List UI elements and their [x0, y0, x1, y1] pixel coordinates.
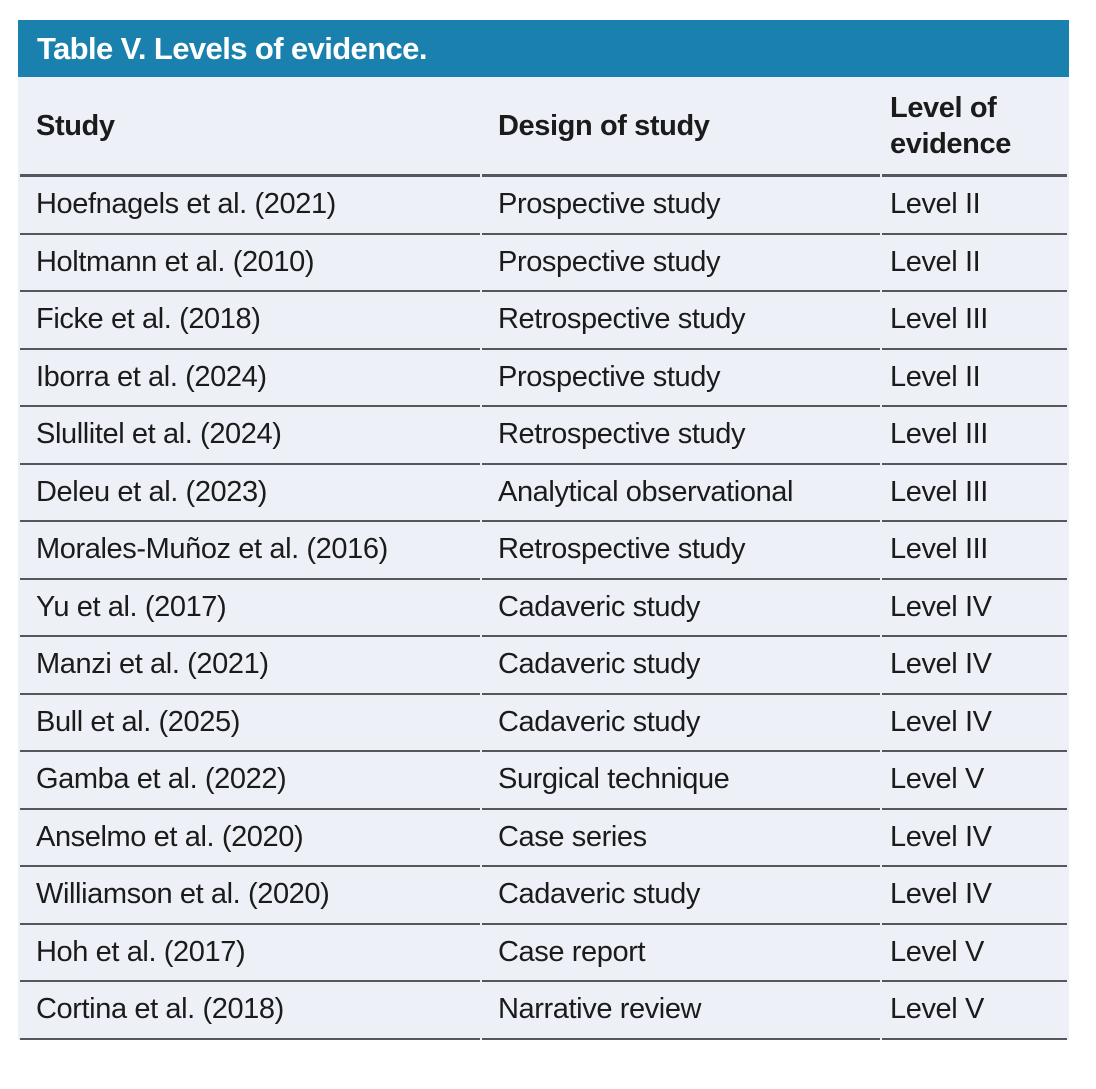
design-cell: Retrospective study — [482, 522, 880, 580]
design-cell: Retrospective study — [482, 407, 880, 465]
table-title: Table V. Levels of evidence. — [37, 30, 427, 66]
study-cell: Bull et al. (2025) — [20, 695, 480, 752]
study-cell: Iborra et al. (2024) — [20, 350, 480, 407]
evidence-table-figure: Table V. Levels of evidence. Study Desig… — [18, 20, 1069, 1040]
level-cell: Level IV — [882, 695, 1067, 752]
header-row: Study Design of study Level of evidence — [20, 77, 1067, 177]
level-cell: Level III — [882, 522, 1067, 580]
design-cell: Case report — [482, 925, 880, 982]
table-row: Ficke et al. (2018) Retrospective study … — [20, 292, 1067, 350]
study-cell: Slullitel et al. (2024) — [20, 407, 480, 465]
design-cell: Retrospective study — [482, 292, 880, 350]
level-cell: Level V — [882, 752, 1067, 810]
table-row: Slullitel et al. (2024) Retrospective st… — [20, 407, 1067, 465]
level-cell: Level III — [882, 465, 1067, 522]
study-cell: Williamson et al. (2020) — [20, 867, 480, 925]
column-header-level: Level of evidence — [882, 77, 1067, 177]
level-cell: Level II — [882, 235, 1067, 292]
table-row: Holtmann et al. (2010) Prospective study… — [20, 235, 1067, 292]
column-header-study: Study — [20, 77, 480, 177]
design-cell: Cadaveric study — [482, 580, 880, 637]
level-cell: Level II — [882, 177, 1067, 235]
level-cell: Level III — [882, 292, 1067, 350]
study-cell: Holtmann et al. (2010) — [20, 235, 480, 292]
study-cell: Anselmo et al. (2020) — [20, 810, 480, 867]
table-row: Hoh et al. (2017) Case report Level V — [20, 925, 1067, 982]
table-row: Iborra et al. (2024) Prospective study L… — [20, 350, 1067, 407]
study-cell: Hoefnagels et al. (2021) — [20, 177, 480, 235]
table-row: Williamson et al. (2020) Cadaveric study… — [20, 867, 1067, 925]
design-cell: Analytical observational — [482, 465, 880, 522]
design-cell: Narrative review — [482, 982, 880, 1040]
table-row: Hoefnagels et al. (2021) Prospective stu… — [20, 177, 1067, 235]
level-cell: Level IV — [882, 810, 1067, 867]
level-cell: Level III — [882, 407, 1067, 465]
study-cell: Cortina et al. (2018) — [20, 982, 480, 1040]
table-row: Gamba et al. (2022) Surgical technique L… — [20, 752, 1067, 810]
level-cell: Level V — [882, 982, 1067, 1040]
column-header-design: Design of study — [482, 77, 880, 177]
table-row: Yu et al. (2017) Cadaveric study Level I… — [20, 580, 1067, 637]
study-cell: Gamba et al. (2022) — [20, 752, 480, 810]
levels-of-evidence-table: Study Design of study Level of evidence … — [18, 77, 1069, 1040]
level-cell: Level IV — [882, 637, 1067, 695]
design-cell: Cadaveric study — [482, 867, 880, 925]
study-cell: Morales-Muñoz et al. (2016) — [20, 522, 480, 580]
study-cell: Deleu et al. (2023) — [20, 465, 480, 522]
level-cell: Level IV — [882, 867, 1067, 925]
design-cell: Prospective study — [482, 235, 880, 292]
table-row: Morales-Muñoz et al. (2016) Retrospectiv… — [20, 522, 1067, 580]
design-cell: Prospective study — [482, 350, 880, 407]
table-row: Anselmo et al. (2020) Case series Level … — [20, 810, 1067, 867]
design-cell: Cadaveric study — [482, 695, 880, 752]
level-cell: Level V — [882, 925, 1067, 982]
study-cell: Yu et al. (2017) — [20, 580, 480, 637]
table-title-bar: Table V. Levels of evidence. — [18, 20, 1069, 77]
level-cell: Level II — [882, 350, 1067, 407]
design-cell: Case series — [482, 810, 880, 867]
design-cell: Surgical technique — [482, 752, 880, 810]
table-row: Bull et al. (2025) Cadaveric study Level… — [20, 695, 1067, 752]
design-cell: Cadaveric study — [482, 637, 880, 695]
table-body-container: Study Design of study Level of evidence … — [18, 77, 1069, 1040]
design-cell: Prospective study — [482, 177, 880, 235]
study-cell: Hoh et al. (2017) — [20, 925, 480, 982]
table-row: Manzi et al. (2021) Cadaveric study Leve… — [20, 637, 1067, 695]
study-cell: Ficke et al. (2018) — [20, 292, 480, 350]
table-row: Deleu et al. (2023) Analytical observati… — [20, 465, 1067, 522]
table-row: Cortina et al. (2018) Narrative review L… — [20, 982, 1067, 1040]
study-cell: Manzi et al. (2021) — [20, 637, 480, 695]
level-cell: Level IV — [882, 580, 1067, 637]
